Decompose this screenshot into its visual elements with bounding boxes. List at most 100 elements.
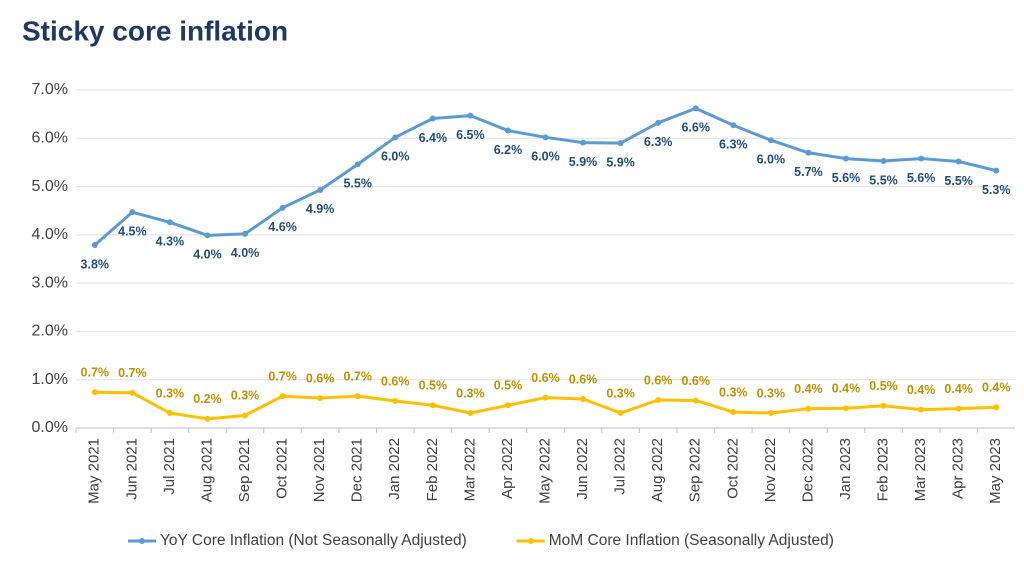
data-label: 6.6% (681, 121, 710, 135)
point (317, 186, 324, 193)
point (767, 137, 774, 144)
point (467, 112, 474, 119)
point (880, 157, 887, 164)
point (242, 230, 249, 237)
x-tick-label: Jul 2022 (612, 438, 629, 495)
data-label: 5.5% (944, 174, 973, 188)
legend-label: YoY Core Inflation (Not Seasonally Adjus… (160, 532, 467, 549)
data-label: 5.6% (907, 171, 936, 185)
point (617, 410, 624, 417)
x-tick-label: Dec 2022 (799, 438, 816, 502)
data-label: 6.0% (381, 150, 410, 164)
x-tick-label: Mar 2023 (912, 438, 929, 501)
y-tick-label: 3.0% (32, 274, 68, 291)
point (805, 149, 812, 156)
point (392, 134, 399, 141)
data-label: 5.5% (343, 177, 372, 191)
point (91, 241, 98, 248)
x-tick-label: Jan 2022 (386, 438, 403, 500)
data-label: 4.0% (231, 246, 260, 260)
data-label: 0.6% (531, 371, 560, 385)
x-tick-label: Aug 2021 (198, 438, 215, 502)
y-tick-label: 6.0% (32, 130, 68, 147)
point (242, 412, 249, 419)
data-label: 6.4% (419, 131, 448, 145)
data-label: 0.3% (719, 385, 748, 399)
point (730, 409, 737, 416)
x-tick-label: Jan 2023 (837, 438, 854, 500)
data-label: 4.0% (193, 248, 222, 262)
point (730, 122, 737, 129)
point (429, 115, 436, 122)
data-label: 5.6% (832, 171, 861, 185)
point (880, 402, 887, 409)
data-label: 6.2% (494, 143, 523, 157)
point (317, 395, 324, 402)
data-label: 0.3% (156, 386, 185, 400)
point (955, 158, 962, 165)
legend-marker (527, 538, 534, 544)
point (918, 155, 925, 162)
data-label: 4.6% (268, 220, 297, 234)
point (392, 397, 399, 404)
point (204, 232, 211, 239)
data-label: 0.6% (681, 374, 710, 388)
point (354, 393, 361, 400)
data-label: 0.4% (907, 383, 936, 397)
data-label: 6.3% (644, 135, 673, 149)
x-tick-label: Jun 2022 (574, 438, 591, 500)
point (129, 209, 136, 216)
data-label: 5.9% (606, 155, 635, 169)
point (91, 389, 98, 396)
data-label: 0.6% (381, 374, 410, 388)
data-label: 6.0% (757, 153, 786, 167)
data-label: 0.3% (757, 386, 786, 400)
data-label: 6.0% (531, 150, 560, 164)
data-label: 0.3% (231, 389, 260, 403)
point (842, 405, 849, 412)
data-label: 5.9% (569, 155, 598, 169)
data-label: 5.7% (794, 165, 823, 179)
y-tick-label: 2.0% (32, 323, 68, 340)
data-label: 0.6% (306, 371, 335, 385)
point (692, 397, 699, 404)
data-label: 0.3% (606, 386, 635, 400)
data-label: 0.7% (343, 369, 372, 383)
x-tick-label: Jul 2021 (161, 438, 178, 495)
point (279, 204, 286, 211)
point (504, 127, 511, 134)
data-label: 0.2% (193, 392, 222, 406)
point (767, 410, 774, 417)
data-label: 0.5% (869, 379, 898, 393)
point (955, 405, 962, 412)
x-tick-label: Apr 2022 (499, 438, 516, 499)
x-tick-label: May 2022 (536, 438, 553, 504)
point (842, 155, 849, 162)
data-label: 0.4% (982, 381, 1011, 395)
data-label: 4.3% (156, 235, 185, 249)
data-label: 0.6% (569, 372, 598, 386)
data-label: 0.4% (832, 381, 861, 395)
data-label: 0.7% (118, 366, 147, 380)
point (166, 219, 173, 226)
data-label: 0.7% (81, 366, 110, 380)
data-label: 4.5% (118, 224, 147, 238)
x-tick-label: Sep 2021 (236, 438, 253, 502)
data-label: 6.3% (719, 138, 748, 152)
point (542, 134, 549, 141)
y-tick-label: 7.0% (32, 81, 68, 98)
data-label: 5.5% (869, 173, 898, 187)
point (580, 396, 587, 403)
point (993, 167, 1000, 174)
data-label: 0.4% (944, 382, 973, 396)
data-label: 5.3% (982, 183, 1011, 197)
x-tick-label: Jun 2021 (123, 438, 140, 500)
point (129, 389, 136, 396)
x-tick-label: Mar 2022 (461, 438, 478, 501)
y-tick-label: 5.0% (32, 178, 68, 195)
series-line (93, 106, 997, 247)
x-tick-label: Aug 2022 (649, 438, 666, 502)
x-tick-label: Dec 2021 (349, 438, 366, 502)
data-label: 0.4% (794, 382, 823, 396)
